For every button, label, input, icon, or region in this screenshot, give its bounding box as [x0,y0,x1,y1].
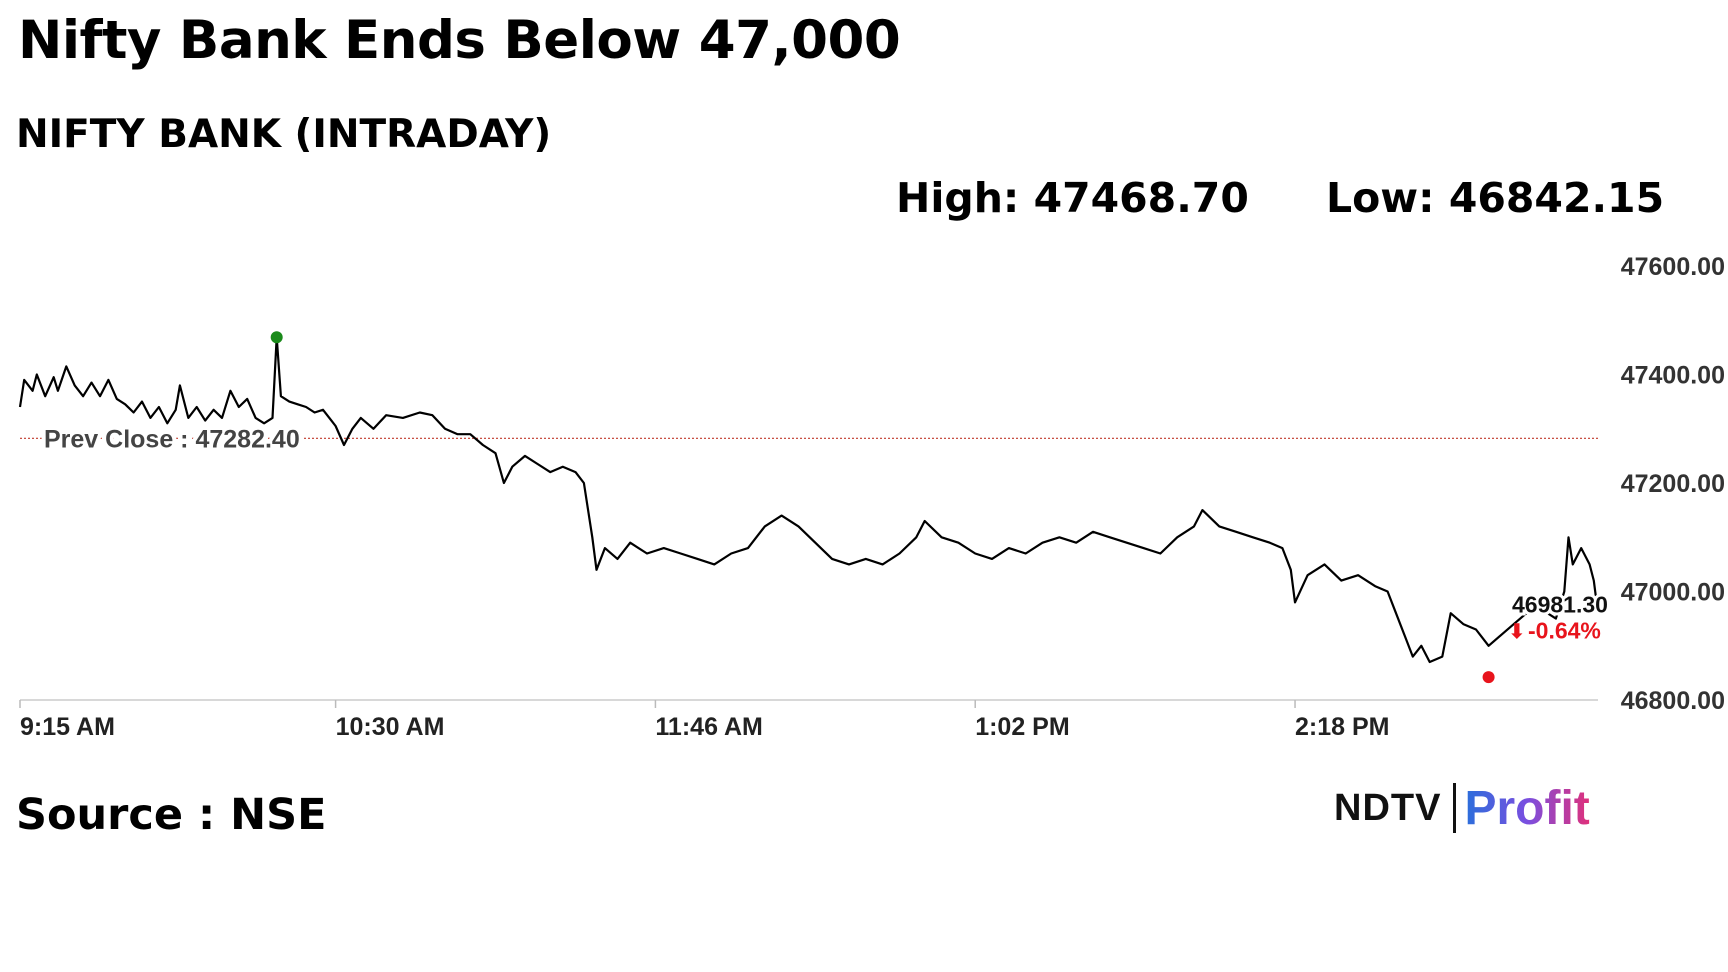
prev-close-label: Prev Close : 47282.40 [44,425,300,453]
last-price-label: 46981.30 [1512,592,1608,618]
high-marker [270,331,283,344]
chart-subtitle: NIFTY BANK (INTRADAY) [16,112,552,157]
price-series-line [18,336,1600,664]
low-value: Low: 46842.15 [1326,174,1665,222]
logo-ndtv-text: NDTV [1334,786,1442,829]
x-tick-label: 2:18 PM [1295,713,1389,741]
y-tick-label: 47000.00 [1621,579,1725,607]
logo-separator [1453,783,1457,833]
y-tick-label: 46800.00 [1621,687,1725,715]
x-tick-label: 10:30 AM [336,713,445,741]
change-percent-label: -0.64% [1528,618,1601,644]
y-tick-label: 47600.00 [1621,253,1725,281]
ndtv-profit-logo: NDTV Profit [1334,780,1590,836]
high-value: High: 47468.70 [896,174,1249,222]
last-price-marker [1592,595,1604,608]
headline: Nifty Bank Ends Below 47,000 [18,10,901,71]
source-label: Source : NSE [16,790,327,840]
intraday-line-chart: 9:15 AM 10:30 AM 11:46 AM 1:02 PM 2:18 PM 476… [18,253,1725,741]
x-tick-label: 11:46 AM [655,713,762,741]
x-tick-label: 1:02 PM [975,713,1069,741]
low-marker [1482,671,1495,684]
y-tick-label: 47400.00 [1621,362,1725,390]
y-tick-label: 47200.00 [1621,470,1725,498]
change-arrow-icon: ⬇ [1508,620,1526,644]
x-tick-label: 9:15 AM [20,713,115,741]
logo-profit-text: Profit [1464,781,1590,835]
